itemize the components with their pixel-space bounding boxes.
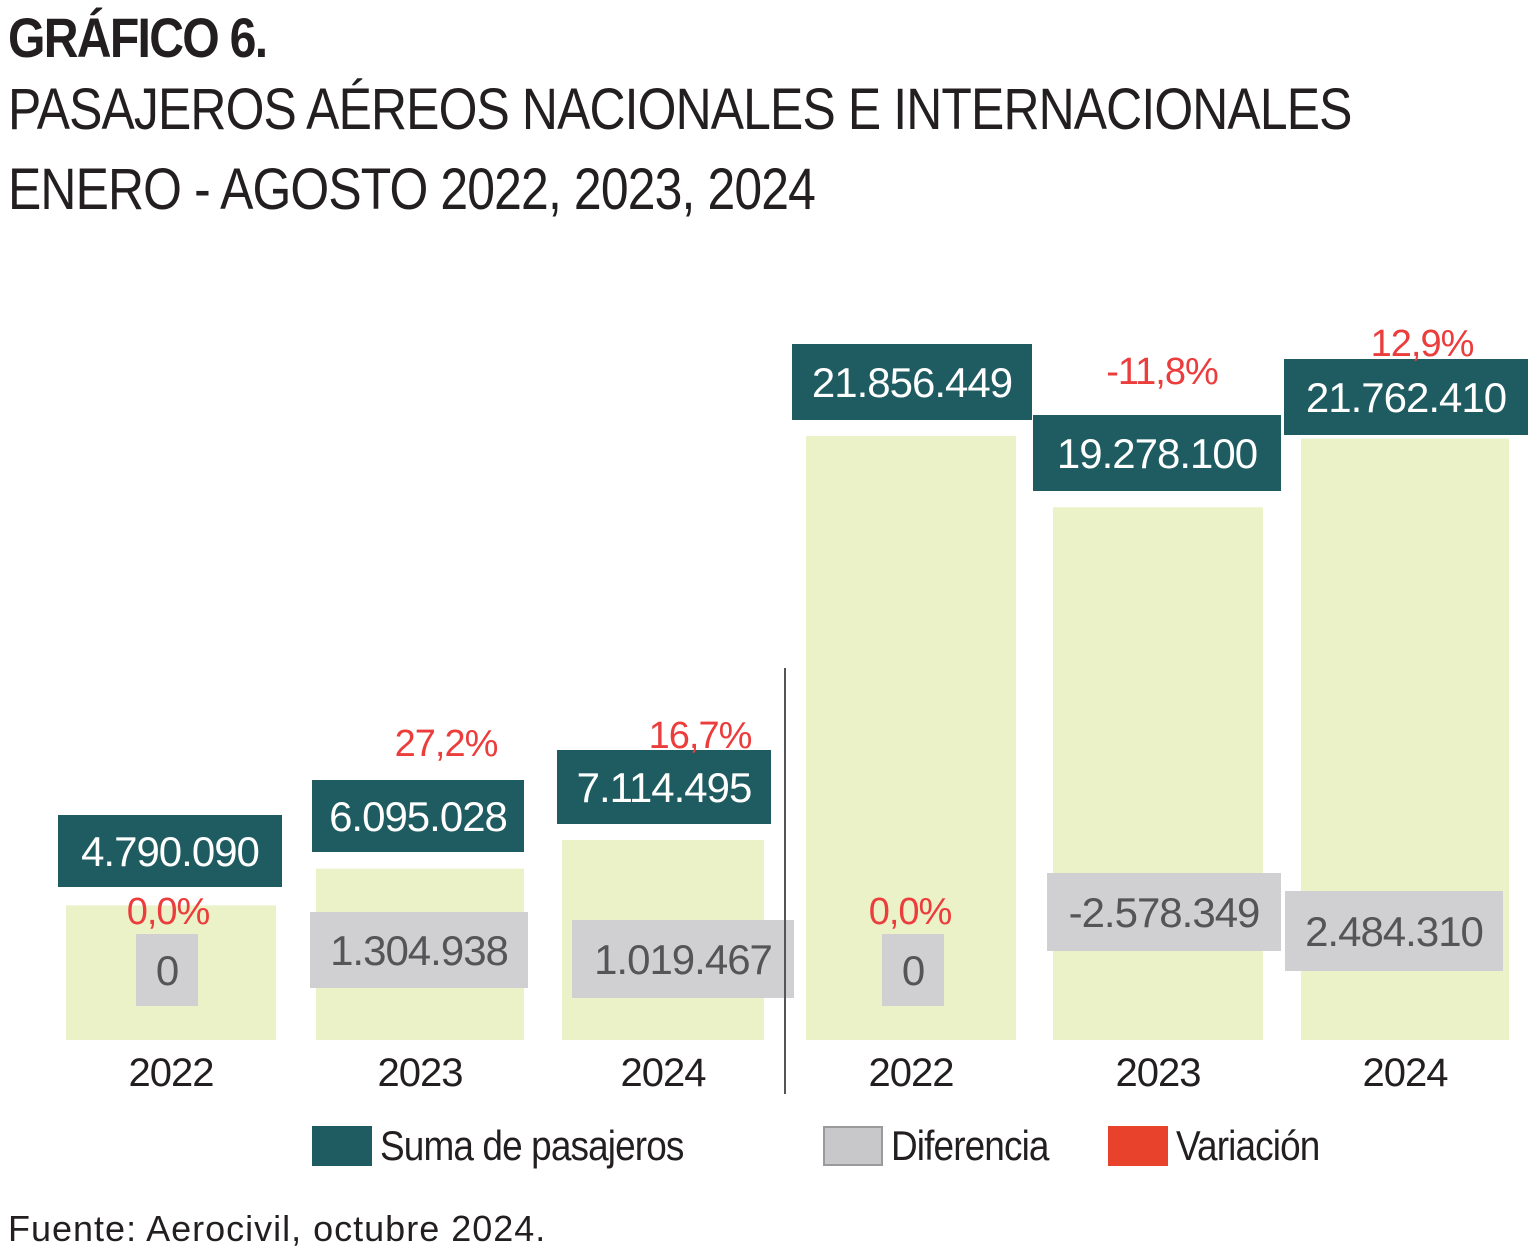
legend-swatch-variacion: [1107, 1126, 1168, 1166]
difference-box: [136, 934, 198, 1006]
variation-label: 0,0%: [869, 891, 952, 933]
legend-label-diferencia: Diferencia: [890, 1122, 1049, 1169]
source-note: Fuente: Aerocivil, octubre 2024.: [8, 1208, 547, 1249]
value-box: [1284, 359, 1528, 435]
value-label: 21.762.410: [1306, 374, 1506, 421]
difference-label: -2.578.349: [1069, 889, 1260, 936]
legend: Suma de pasajeros Diferencia Variación: [312, 1122, 1377, 1170]
difference-box: [882, 934, 944, 1006]
legend-item-diferencia: Diferencia: [822, 1122, 1070, 1170]
difference-box: [310, 912, 528, 988]
legend-label-suma: Suma de pasajeros: [380, 1122, 684, 1169]
value-label: 7.114.495: [577, 764, 752, 811]
legend-item-variacion: Variación: [1107, 1122, 1339, 1170]
value-label: 21.856.449: [812, 359, 1012, 406]
difference-label: 1.019.467: [594, 936, 772, 983]
difference-box: [1047, 873, 1281, 951]
chart-title-line2: ENERO - AGOSTO 2022, 2023, 2024: [8, 157, 816, 222]
x-tick-label: 2024: [1363, 1051, 1449, 1095]
value-label: 19.278.100: [1057, 430, 1257, 477]
value-box: [312, 780, 524, 852]
value-label: 4.790.090: [81, 828, 259, 875]
x-tick-label: 2023: [1116, 1051, 1201, 1095]
x-tick-label: 2022: [869, 1051, 954, 1095]
difference-box: [572, 920, 794, 998]
variation-label: 12,9%: [1371, 323, 1474, 365]
legend-swatch-diferencia: [822, 1126, 883, 1166]
difference-label: 2.484.310: [1305, 908, 1483, 955]
bar-2023-group2: [1053, 507, 1263, 1040]
difference-label: 1.304.938: [330, 927, 508, 974]
chart-number: GRÁFICO 6.: [8, 6, 268, 69]
value-box: [557, 750, 771, 824]
bar-chart: 0 4.790.090 0,0% 2022 1.304.938 6.095.028 27,2…: [58, 323, 1528, 1095]
x-tick-label: 2024: [621, 1051, 707, 1095]
legend-swatch-suma: [312, 1126, 372, 1166]
difference-label: 0: [156, 947, 178, 994]
x-tick-label: 2022: [129, 1051, 214, 1095]
variation-label: 27,2%: [395, 723, 498, 765]
legend-item-suma: Suma de pasajeros: [312, 1122, 725, 1170]
variation-label: -11,8%: [1106, 351, 1218, 393]
legend-label-variacion: Variación: [1175, 1122, 1320, 1169]
value-box: [1033, 415, 1281, 491]
title-block: GRÁFICO 6. PASAJEROS AÉREOS NACIONALES E…: [8, 6, 1538, 230]
variation-label: 16,7%: [649, 715, 752, 757]
chart-title-line1: PASAJEROS AÉREOS NACIONALES E INTERNACIO…: [8, 77, 1352, 142]
x-tick-label: 2023: [378, 1051, 463, 1095]
difference-label: 0: [902, 947, 924, 994]
value-label: 6.095.028: [329, 793, 507, 840]
value-box: [792, 344, 1032, 420]
variation-label: 0,0%: [127, 891, 210, 933]
difference-box: [1285, 891, 1503, 971]
value-box: [58, 815, 282, 887]
